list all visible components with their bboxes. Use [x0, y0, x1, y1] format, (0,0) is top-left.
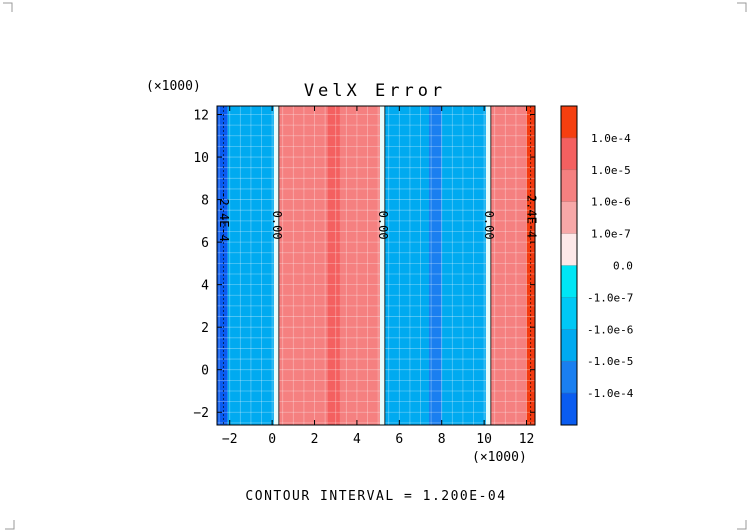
colorbar-label: 0.0: [613, 260, 633, 273]
x-tick-label: 8: [438, 432, 446, 447]
colorbar-swatch: [561, 265, 577, 298]
x-tick-label: 2: [311, 432, 319, 447]
chart-title: VelX Error: [304, 81, 446, 101]
colorbar-swatch: [561, 233, 577, 266]
y-tick-label: 6: [201, 236, 209, 251]
corner-mark-tl: [3, 2, 13, 12]
colorbar-label: -1.0e-4: [587, 387, 634, 400]
y-axis-multiplier: (×1000): [146, 79, 201, 94]
corner-mark-br: [737, 520, 747, 530]
contour-band: [382, 106, 429, 425]
x-tick-label: 10: [476, 432, 492, 447]
y-tick-label: −2: [193, 406, 209, 421]
colorbar-swatch: [561, 361, 577, 394]
zero-contour-fill: [379, 106, 385, 425]
x-tick-label: 0: [268, 432, 276, 447]
corner-mark-bl: [5, 520, 15, 530]
colorbar-swatch: [561, 137, 577, 170]
contour-band: [327, 106, 340, 425]
y-tick-label: 10: [193, 151, 209, 166]
x-axis-multiplier: (×1000): [472, 450, 527, 465]
contour-band: [339, 106, 383, 425]
y-tick-label: 12: [193, 109, 209, 124]
contour-band: [441, 106, 489, 425]
colorbar-swatch: [561, 297, 577, 330]
colorbar-label: 1.0e-4: [591, 132, 631, 145]
colorbar-frame: [560, 105, 578, 426]
contour-label: 0.00: [270, 211, 284, 240]
colorbar-label: -1.0e-7: [587, 291, 633, 304]
contour-label: 0.00: [482, 211, 496, 240]
colorbar-label: 1.0e-7: [591, 228, 631, 241]
zero-contour-fill: [485, 106, 491, 425]
contour-label: -2.4E-4: [217, 191, 231, 242]
colorbar-label: 1.0e-5: [591, 164, 631, 177]
contour-band: [217, 106, 228, 425]
contour-band: [488, 106, 527, 425]
contour-label: 2.4E-4: [524, 195, 538, 238]
x-tick-label: 4: [353, 432, 361, 447]
x-tick-label: 12: [519, 432, 535, 447]
contour-band: [429, 106, 442, 425]
contour-band: [276, 106, 328, 425]
contour-band: [227, 106, 277, 425]
plot-area: 0.00 0.00 0.00 -2.4E-4 2.4E-4: [217, 106, 538, 425]
corner-mark-tr: [737, 2, 747, 12]
y-tick-label: 4: [201, 279, 209, 294]
axes: −2 0 2 4 6 8 10 12 −2 0 2 4 6 8 10 12: [193, 105, 536, 447]
y-tick-label: 2: [201, 321, 209, 336]
y-tick-label: 8: [201, 194, 209, 209]
contour-band: [526, 106, 535, 425]
colorbar-swatch: [561, 106, 577, 138]
contour-interval-label: CONTOUR INTERVAL = 1.200E-04: [245, 489, 506, 504]
colorbar: 1.0e-4 1.0e-5 1.0e-6 1.0e-7 0.0 -1.0e-7 -1.0e-…: [560, 105, 634, 426]
plot-frame: [216, 105, 536, 426]
x-tick-label: 6: [395, 432, 403, 447]
contour-label: 0.00: [376, 211, 390, 240]
colorbar-label: -1.0e-5: [587, 355, 633, 368]
colorbar-swatch: [561, 393, 577, 425]
colorbar-swatch: [561, 201, 577, 234]
colorbar-label: -1.0e-6: [587, 323, 633, 336]
colorbar-label: 1.0e-6: [591, 196, 631, 209]
colorbar-swatch: [561, 169, 577, 202]
colorbar-swatch: [561, 329, 577, 362]
y-tick-label: 0: [201, 364, 209, 379]
zero-contour-fill: [273, 106, 279, 425]
x-tick-label: −2: [222, 432, 238, 447]
